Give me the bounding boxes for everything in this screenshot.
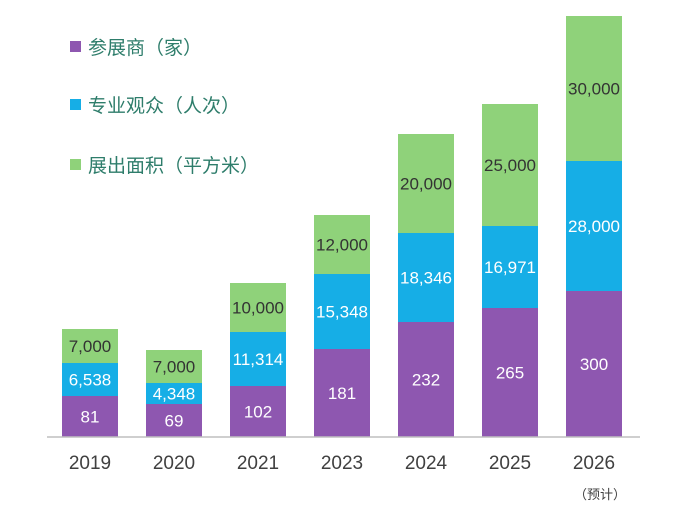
bar-area-2024 — [398, 134, 454, 233]
x-tick-2020: 2020 — [153, 453, 195, 474]
data-label-visitors-2019: 6,538 — [69, 371, 112, 390]
data-label-area-2021: 10,000 — [232, 299, 284, 318]
bar-exhibitors-2019 — [62, 396, 118, 437]
data-label-area-2019: 7,000 — [69, 337, 112, 356]
data-label-visitors-2021: 11,314 — [233, 350, 284, 369]
data-label-visitors-2025: 16,971 — [484, 258, 536, 277]
data-label-exhibitors-2026: 300 — [580, 355, 608, 374]
bar-exhibitors-2023 — [314, 349, 370, 437]
x-tick-2026: 2026 — [573, 453, 615, 474]
data-label-exhibitors-2024: 232 — [412, 371, 440, 390]
x-tick-2025: 2025 — [489, 453, 531, 474]
bar-visitors-2020 — [146, 383, 202, 404]
legend-swatch-visitors — [70, 99, 81, 110]
data-label-area-2023: 12,000 — [316, 236, 368, 255]
bar-area-2020 — [146, 350, 202, 383]
x-axis-ticks: 2019 2020 2021 2023 2024 2025 2026 （预计） — [69, 453, 626, 503]
bar-visitors-2025 — [482, 226, 538, 308]
legend-label-visitors: 专业观众（人次） — [88, 95, 240, 117]
data-label-exhibitors-2019: 81 — [81, 408, 100, 427]
bar-area-2019 — [62, 329, 118, 363]
bar-exhibitors-2025 — [482, 308, 538, 437]
bar-visitors-2026 — [566, 161, 622, 291]
bar-visitors-2023 — [314, 274, 370, 349]
data-label-area-2024: 20,000 — [400, 175, 452, 194]
data-label-area-2025: 25,000 — [484, 156, 536, 175]
bar-exhibitors-2021 — [230, 386, 286, 437]
bar-exhibitors-2026 — [566, 291, 622, 437]
data-label-exhibitors-2020: 69 — [165, 412, 184, 431]
data-label-exhibitors-2025: 265 — [496, 364, 524, 383]
legend-swatch-exhibitors — [70, 41, 81, 52]
x-tick-2021: 2021 — [237, 453, 279, 474]
legend-label-area: 展出面积（平方米） — [88, 155, 259, 177]
legend: 参展商（家） 专业观众（人次） 展出面积（平方米） — [70, 37, 259, 177]
data-label-exhibitors-2023: 181 — [328, 384, 356, 403]
data-label-visitors-2020: 4,348 — [153, 385, 196, 404]
data-label-visitors-2023: 15,348 — [316, 303, 368, 322]
data-label-visitors-2026: 28,000 — [568, 217, 620, 236]
data-label-visitors-2024: 18,346 — [400, 269, 452, 288]
data-label-exhibitors-2021: 102 — [244, 403, 272, 422]
x-tick-note: （预计） — [574, 488, 626, 503]
bar-area-2021 — [230, 283, 286, 332]
x-tick-2024: 2024 — [405, 453, 448, 474]
bar-exhibitors-2024 — [398, 322, 454, 437]
x-tick-2023: 2023 — [321, 453, 363, 474]
bar-area-2025 — [482, 104, 538, 226]
bars: 81 6,538 7,000 69 4,348 7,000 102 11,314 10,000 1… — [62, 16, 622, 437]
legend-swatch-area — [70, 159, 81, 170]
bar-exhibitors-2020 — [146, 404, 202, 437]
data-label-area-2026: 30,000 — [568, 80, 620, 99]
bar-visitors-2019 — [62, 363, 118, 396]
bar-visitors-2024 — [398, 233, 454, 322]
bar-visitors-2021 — [230, 332, 286, 386]
x-tick-2019: 2019 — [69, 453, 111, 474]
bar-area-2026 — [566, 16, 622, 161]
bar-area-2023 — [314, 215, 370, 274]
data-label-area-2020: 7,000 — [153, 358, 196, 377]
legend-label-exhibitors: 参展商（家） — [88, 37, 202, 59]
